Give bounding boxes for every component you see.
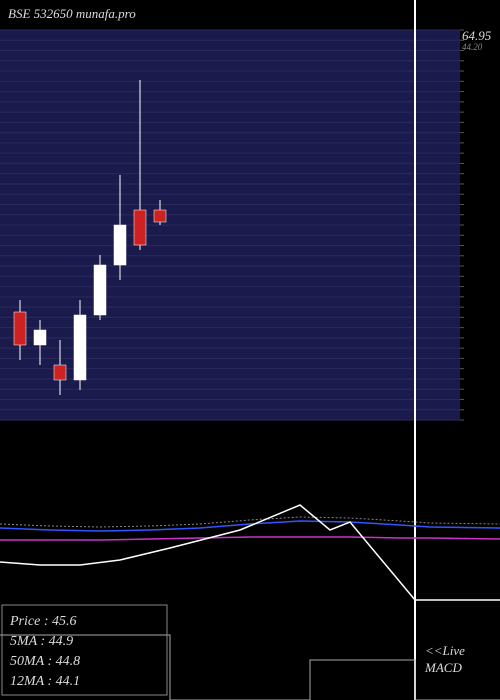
annotation-macd: MACD bbox=[424, 660, 462, 675]
stock-chart: BSE 532650 munafa.pro 64.9544.20 Price : 4… bbox=[0, 0, 500, 700]
exchange-label: BSE 532650 munafa.pro bbox=[8, 6, 136, 21]
price-high: 64.95 bbox=[462, 28, 492, 43]
info-line: 50MA : 44.8 bbox=[10, 654, 80, 669]
info-line: 12MA : 44.1 bbox=[10, 674, 80, 689]
info-line: 5MA : 44.9 bbox=[10, 634, 73, 649]
price-low: 44.20 bbox=[462, 42, 483, 52]
chart-svg: BSE 532650 munafa.pro 64.9544.20 Price : 4… bbox=[0, 0, 500, 700]
annotation-live: <<Live bbox=[425, 643, 465, 658]
info-line: Price : 45.6 bbox=[9, 614, 76, 629]
